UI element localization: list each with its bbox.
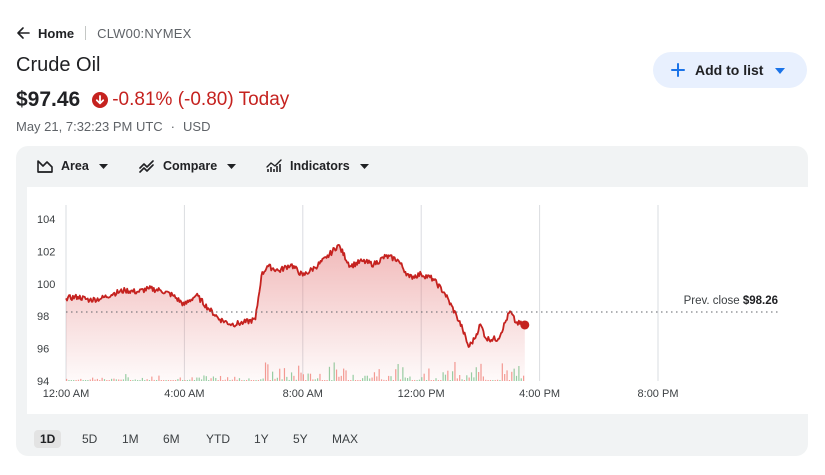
caret-down-icon xyxy=(775,68,785,74)
instrument-name: Crude Oil xyxy=(16,54,101,76)
range-option-5d[interactable]: 5D xyxy=(82,432,98,446)
compare-dropdown[interactable]: Compare xyxy=(139,159,237,173)
current-price: $97.46 xyxy=(16,88,81,111)
x-tick-label: 4:00 PM xyxy=(519,388,560,400)
quote-meta: May 21, 7:32:23 PM UTC · USD xyxy=(16,119,210,134)
plus-icon xyxy=(671,63,685,77)
arrow-down-circle-icon xyxy=(92,92,109,108)
back-link[interactable]: Home xyxy=(16,26,74,41)
compare-label: Compare xyxy=(163,159,218,173)
y-tick-label: 94 xyxy=(37,376,49,388)
x-tick-label: 4:00 AM xyxy=(164,388,204,400)
range-option-ytd[interactable]: YTD xyxy=(206,432,230,446)
indicators-label: Indicators xyxy=(290,159,350,173)
meta-separator: · xyxy=(170,119,176,134)
indicators-dropdown[interactable]: Indicators xyxy=(266,159,369,173)
price-row: $97.46 -0.81% (-0.80) Today xyxy=(16,88,289,112)
latest-price-dot xyxy=(520,320,530,330)
range-option-max[interactable]: MAX xyxy=(332,432,359,446)
chart-type-label: Area xyxy=(61,159,89,173)
range-option-1y[interactable]: 1Y xyxy=(254,432,269,446)
price-change: -0.81% (-0.80) Today xyxy=(112,89,290,110)
quote-timestamp: May 21, 7:32:23 PM UTC xyxy=(16,119,163,134)
range-option-1d[interactable]: 1D xyxy=(34,430,62,448)
caret-down-icon xyxy=(359,163,369,169)
x-tick-label: 8:00 PM xyxy=(638,388,679,400)
price-area-fill xyxy=(66,244,525,381)
x-tick-label: 12:00 PM xyxy=(398,388,445,400)
compare-icon xyxy=(139,160,154,173)
range-option-5y[interactable]: 5Y xyxy=(293,432,308,446)
add-to-list-button[interactable]: Add to list xyxy=(653,52,807,88)
breadcrumb: Home CLW00:NYMEX xyxy=(16,24,192,42)
quote-currency: USD xyxy=(183,119,211,134)
y-tick-label: 96 xyxy=(37,344,49,356)
add-to-list-label: Add to list xyxy=(695,62,764,78)
price-line xyxy=(65,244,526,348)
arrow-left-icon xyxy=(17,27,30,39)
chart-toolbar: Area Compare Indicators xyxy=(16,146,808,186)
indicators-icon xyxy=(266,159,282,172)
caret-down-icon xyxy=(98,163,108,169)
home-link-label: Home xyxy=(38,25,75,41)
y-tick-label: 102 xyxy=(37,246,55,258)
range-selector: 1D 5D 1M 6M YTD 1Y 5Y MAX xyxy=(16,422,808,452)
range-option-6m[interactable]: 6M xyxy=(163,432,180,446)
range-option-1m[interactable]: 1M xyxy=(122,432,139,446)
x-tick-label: 12:00 AM xyxy=(43,388,89,400)
y-tick-label: 100 xyxy=(37,279,55,291)
y-tick-label: 98 xyxy=(37,311,49,323)
area-chart-icon xyxy=(37,160,53,173)
prev-close-label: Prev. close $98.26 xyxy=(684,295,778,307)
caret-down-icon xyxy=(227,163,237,169)
price-chart[interactable]: 104 102 100 98 96 94 12:00 AM 4:00 AM 8:00 AM 12:… xyxy=(27,187,808,414)
chart-type-dropdown[interactable]: Area xyxy=(37,159,108,173)
y-tick-label: 104 xyxy=(37,214,55,226)
breadcrumb-divider xyxy=(85,26,87,40)
x-tick-label: 8:00 AM xyxy=(283,388,323,400)
ticker-symbol: CLW00:NYMEX xyxy=(97,25,192,41)
